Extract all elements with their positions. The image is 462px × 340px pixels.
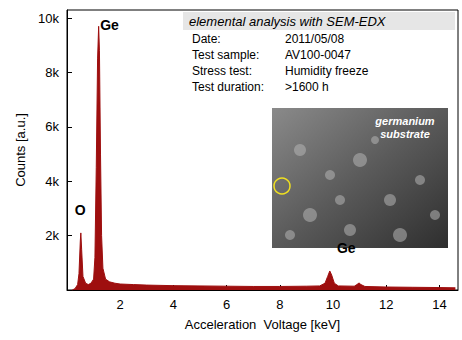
svg-text:Humidity freeze: Humidity freeze <box>285 64 369 78</box>
svg-text:14: 14 <box>432 297 446 312</box>
svg-text:Test sample:: Test sample: <box>192 48 259 62</box>
svg-text:>1600 h: >1600 h <box>285 80 329 94</box>
svg-text:4: 4 <box>170 297 177 312</box>
svg-text:substrate: substrate <box>380 128 430 140</box>
svg-text:8: 8 <box>276 297 283 312</box>
svg-text:AV100-0047: AV100-0047 <box>285 48 351 62</box>
svg-text:12: 12 <box>379 297 393 312</box>
svg-text:2011/05/08: 2011/05/08 <box>285 32 344 46</box>
svg-text:Counts [a.u.]: Counts [a.u.] <box>13 113 28 187</box>
svg-text:8k: 8k <box>45 65 59 80</box>
svg-text:2: 2 <box>117 297 124 312</box>
svg-text:O: O <box>75 202 86 218</box>
svg-text:Test duration:: Test duration: <box>192 80 264 94</box>
svg-text:Date:: Date: <box>192 32 221 46</box>
svg-text:2k: 2k <box>45 228 59 243</box>
svg-text:elemental analysis with SEM-ED: elemental analysis with SEM-EDX <box>189 14 387 29</box>
svg-text:10: 10 <box>326 297 340 312</box>
svg-text:germanium: germanium <box>374 115 435 127</box>
svg-text:4k: 4k <box>45 174 59 189</box>
svg-text:Ge: Ge <box>337 240 356 256</box>
svg-text:Acceleration Voltage [keV]: Acceleration Voltage [keV] <box>185 317 340 332</box>
svg-text:10k: 10k <box>38 11 59 26</box>
svg-text:Stress test:: Stress test: <box>192 64 252 78</box>
svg-text:6k: 6k <box>45 119 59 134</box>
svg-text:Ge: Ge <box>100 17 119 33</box>
svg-text:6: 6 <box>223 297 230 312</box>
